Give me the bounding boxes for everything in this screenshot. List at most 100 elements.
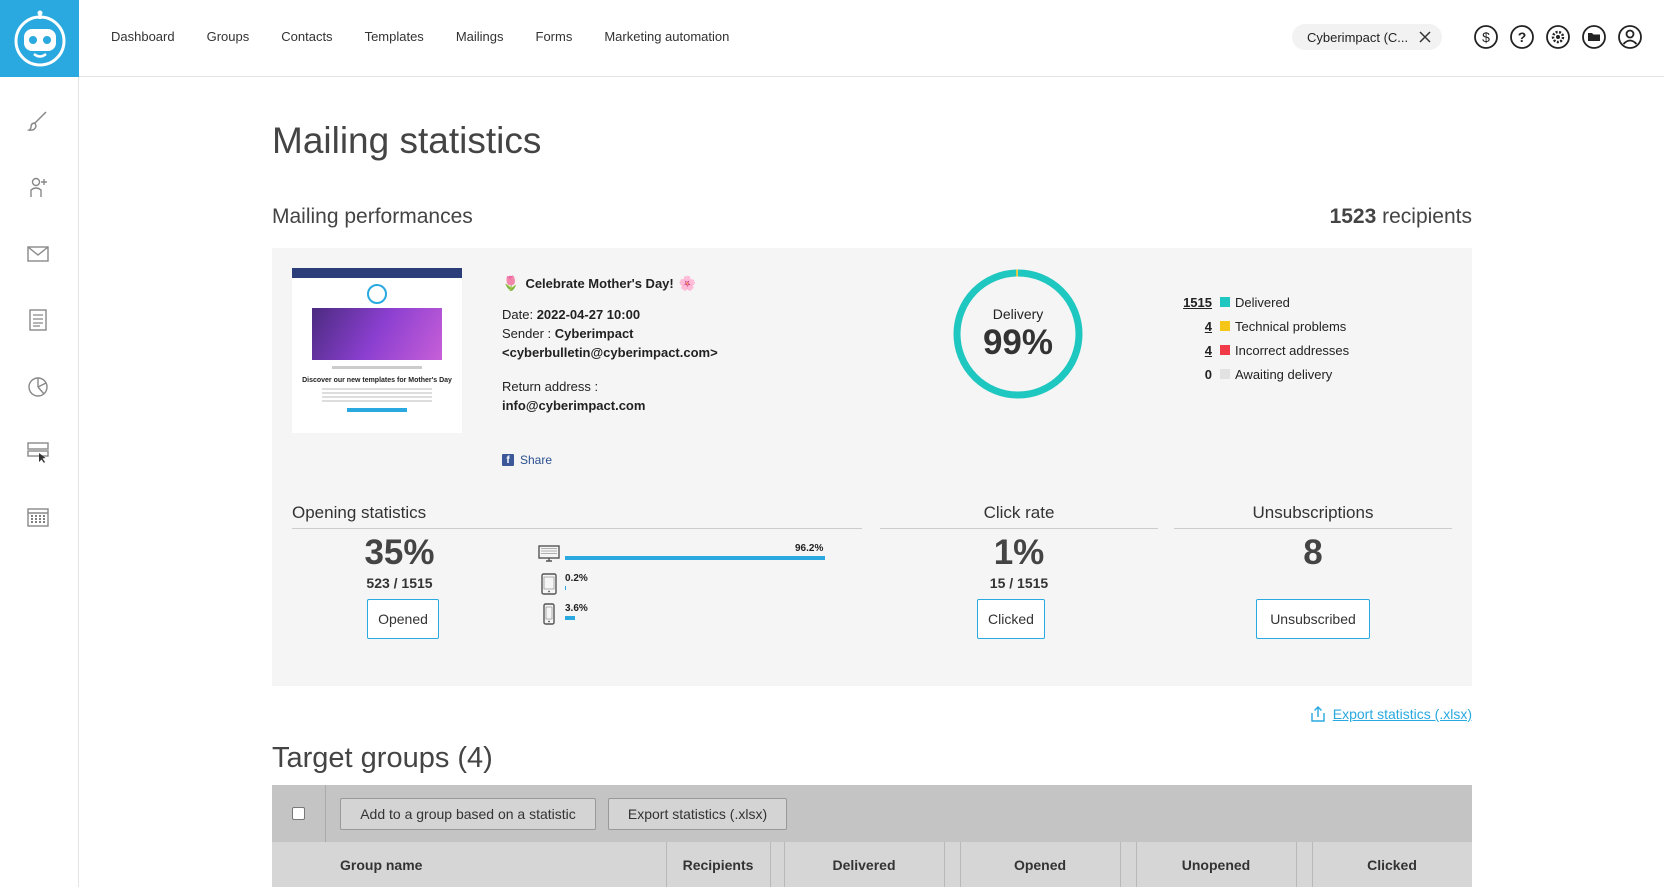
recipients-count: 1523 recipients bbox=[1330, 205, 1472, 229]
mailing-thumbnail[interactable]: Discover our new templates for Mother's … bbox=[292, 268, 462, 433]
opening-statistics: Opening statistics 35% 523 / 1515 Opened… bbox=[292, 503, 862, 653]
export-label: Export statistics (.xlsx) bbox=[1332, 706, 1472, 722]
clicked-button[interactable]: Clicked bbox=[977, 599, 1045, 639]
awaiting-count: 0 bbox=[1204, 366, 1212, 382]
col-group-name[interactable]: Group name bbox=[340, 856, 423, 873]
select-all-checkbox[interactable] bbox=[292, 807, 305, 820]
top-icons: $ ? bbox=[1473, 24, 1653, 50]
nav-groups[interactable]: Groups bbox=[206, 29, 250, 44]
technical-count[interactable]: 4 bbox=[1204, 318, 1212, 334]
form-icon[interactable] bbox=[25, 438, 51, 464]
account-name: Cyberimpact (C... bbox=[1307, 29, 1409, 45]
mailing-sender: Sender : Cyberimpact bbox=[502, 326, 634, 341]
target-groups-title: Target groups (4) bbox=[272, 742, 493, 774]
delivery-donut-chart bbox=[953, 269, 1083, 399]
desktop-bar bbox=[565, 556, 825, 560]
blossom-icon: 🌸 bbox=[678, 275, 697, 291]
svg-text:?: ? bbox=[1518, 29, 1527, 45]
nav-forms[interactable]: Forms bbox=[535, 29, 573, 44]
tablet-bar bbox=[565, 586, 566, 590]
return-address-value: info@cyberimpact.com bbox=[502, 398, 646, 413]
export-statistics-button[interactable]: Export statistics (.xlsx) bbox=[608, 798, 787, 830]
performance-panel: Discover our new templates for Mother's … bbox=[272, 248, 1472, 686]
thumbnail-heading: Discover our new templates for Mother's … bbox=[302, 377, 452, 384]
unsub-value: 8 bbox=[1303, 533, 1323, 572]
delivered-count[interactable]: 1515 bbox=[1183, 294, 1212, 310]
mailing-date: Date: 2022-04-27 10:00 bbox=[502, 307, 641, 322]
main-navigation: Dashboard Groups Contacts Templates Mail… bbox=[79, 0, 729, 73]
delivery-donut: Delivery 99% bbox=[952, 268, 1084, 400]
incorrect-swatch bbox=[1220, 345, 1230, 355]
unsub-title: Unsubscriptions bbox=[1174, 503, 1452, 529]
nav-contacts[interactable]: Contacts bbox=[281, 29, 333, 44]
user-icon[interactable] bbox=[1617, 24, 1643, 50]
nav-marketing-automation[interactable]: Marketing automation bbox=[604, 29, 730, 44]
legend-incorrect: 4 Incorrect addresses bbox=[1178, 338, 1349, 362]
thumbnail-logo-icon bbox=[367, 284, 387, 304]
mobile-value: 3.6% bbox=[565, 603, 588, 614]
mobile-bar bbox=[565, 616, 575, 620]
device-breakdown: 96.2% 0.2% 3.6% bbox=[538, 543, 848, 633]
document-icon[interactable] bbox=[25, 307, 51, 333]
col-clicked[interactable]: Clicked bbox=[1367, 856, 1417, 873]
brush-icon[interactable] bbox=[25, 108, 51, 134]
click-ratio: 15 / 1515 bbox=[989, 575, 1049, 591]
folder-icon[interactable] bbox=[1581, 24, 1607, 50]
facebook-icon: f bbox=[502, 454, 514, 466]
share-label: Share bbox=[520, 453, 553, 467]
delivered-swatch bbox=[1220, 297, 1230, 307]
nav-dashboard[interactable]: Dashboard bbox=[111, 29, 175, 44]
col-delivered[interactable]: Delivered bbox=[832, 856, 896, 873]
legend-technical: 4 Technical problems bbox=[1178, 314, 1349, 338]
top-bar: Dashboard Groups Contacts Templates Mail… bbox=[79, 0, 1664, 77]
col-unopened[interactable]: Unopened bbox=[1181, 856, 1251, 873]
opened-button[interactable]: Opened bbox=[367, 599, 439, 639]
incorrect-count[interactable]: 4 bbox=[1204, 342, 1212, 358]
device-row-mobile: 3.6% bbox=[538, 603, 848, 633]
delivered-label: Delivered bbox=[1235, 294, 1290, 310]
dollar-icon[interactable]: $ bbox=[1473, 24, 1499, 50]
account-chip[interactable]: Cyberimpact (C... bbox=[1292, 24, 1442, 50]
opening-pct: 35% bbox=[364, 533, 435, 572]
col-opened[interactable]: Opened bbox=[1013, 856, 1067, 873]
nav-mailings[interactable]: Mailings bbox=[455, 29, 504, 44]
add-to-group-button[interactable]: Add to a group based on a statistic bbox=[340, 798, 596, 830]
cyberimpact-logo[interactable] bbox=[0, 0, 79, 77]
technical-arc bbox=[953, 269, 1083, 399]
share-button[interactable]: f Share bbox=[502, 453, 552, 467]
groups-table-header: Group name Recipients Delivered Opened U… bbox=[272, 842, 1472, 887]
click-title: Click rate bbox=[880, 503, 1158, 529]
desktop-value: 96.2% bbox=[795, 543, 824, 554]
mail-icon[interactable] bbox=[25, 241, 51, 267]
calendar-icon[interactable] bbox=[25, 504, 51, 530]
settings-icon[interactable] bbox=[1545, 24, 1571, 50]
technical-swatch bbox=[1220, 321, 1230, 331]
robot-logo-icon bbox=[14, 10, 65, 66]
nav-templates[interactable]: Templates bbox=[364, 29, 424, 44]
desktop-icon bbox=[538, 543, 560, 565]
sidebar bbox=[0, 77, 79, 887]
recipients-label: recipients bbox=[1376, 205, 1472, 228]
page-title: Mailing statistics bbox=[272, 120, 542, 161]
legend-awaiting: 0 Awaiting delivery bbox=[1178, 362, 1349, 386]
unsubscribed-button[interactable]: Unsubscribed bbox=[1256, 599, 1370, 639]
recipients-number: 1523 bbox=[1329, 205, 1377, 228]
mailing-sender-email: <cyberbulletin@cyberimpact.com> bbox=[502, 345, 718, 360]
mailing-subject: 🌷 Celebrate Mother's Day! 🌸 bbox=[502, 275, 697, 291]
tulip-icon: 🌷 bbox=[502, 275, 520, 291]
help-icon[interactable]: ? bbox=[1509, 24, 1535, 50]
export-statistics-link[interactable]: Export statistics (.xlsx) bbox=[1309, 705, 1472, 723]
delivery-label: Delivery bbox=[992, 306, 1044, 322]
close-icon[interactable] bbox=[1418, 30, 1432, 44]
export-icon bbox=[1309, 705, 1327, 723]
awaiting-swatch bbox=[1220, 369, 1230, 379]
pie-chart-icon[interactable] bbox=[25, 373, 51, 399]
mobile-icon bbox=[538, 603, 560, 625]
col-recipients[interactable]: Recipients bbox=[682, 856, 754, 873]
awaiting-label: Awaiting delivery bbox=[1235, 366, 1333, 382]
add-contact-icon[interactable] bbox=[25, 174, 51, 200]
mailing-info: 🌷 Celebrate Mother's Day! 🌸 Date: 2022-0… bbox=[502, 274, 762, 415]
click-pct: 1% bbox=[993, 533, 1045, 572]
opening-ratio: 523 / 1515 bbox=[366, 575, 433, 591]
tablet-icon bbox=[538, 573, 560, 595]
